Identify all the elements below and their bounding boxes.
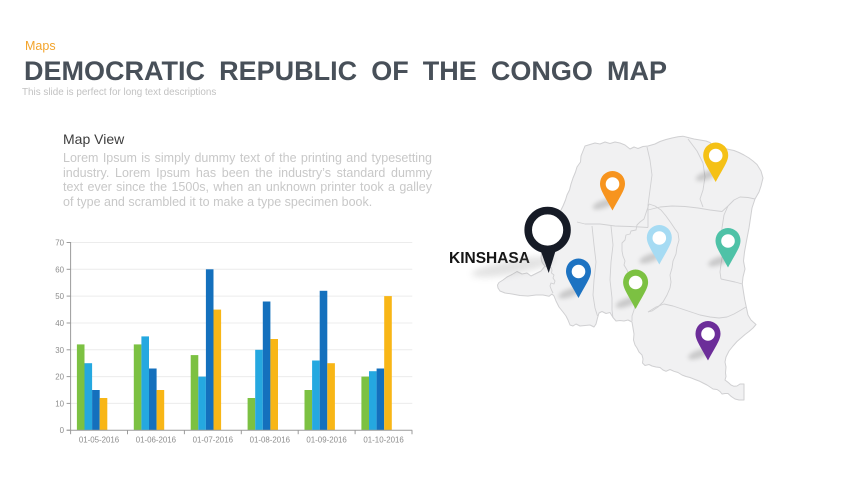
svg-text:01-06-2016: 01-06-2016 (136, 436, 177, 445)
svg-text:0: 0 (60, 426, 65, 435)
svg-text:60: 60 (55, 265, 64, 274)
svg-text:40: 40 (55, 319, 64, 328)
svg-text:01-09-2016: 01-09-2016 (306, 436, 347, 445)
svg-text:30: 30 (55, 346, 64, 355)
svg-text:01-10-2016: 01-10-2016 (363, 436, 404, 445)
svg-text:70: 70 (55, 239, 64, 248)
svg-text:01-08-2016: 01-08-2016 (250, 436, 291, 445)
svg-text:01-05-2016: 01-05-2016 (79, 436, 120, 445)
svg-text:50: 50 (55, 292, 64, 301)
svg-text:01-07-2016: 01-07-2016 (193, 436, 234, 445)
svg-text:20: 20 (55, 373, 64, 382)
svg-text:10: 10 (55, 399, 64, 408)
